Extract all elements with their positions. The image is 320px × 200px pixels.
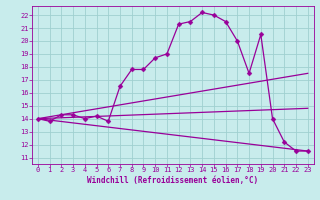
X-axis label: Windchill (Refroidissement éolien,°C): Windchill (Refroidissement éolien,°C) <box>87 176 258 185</box>
